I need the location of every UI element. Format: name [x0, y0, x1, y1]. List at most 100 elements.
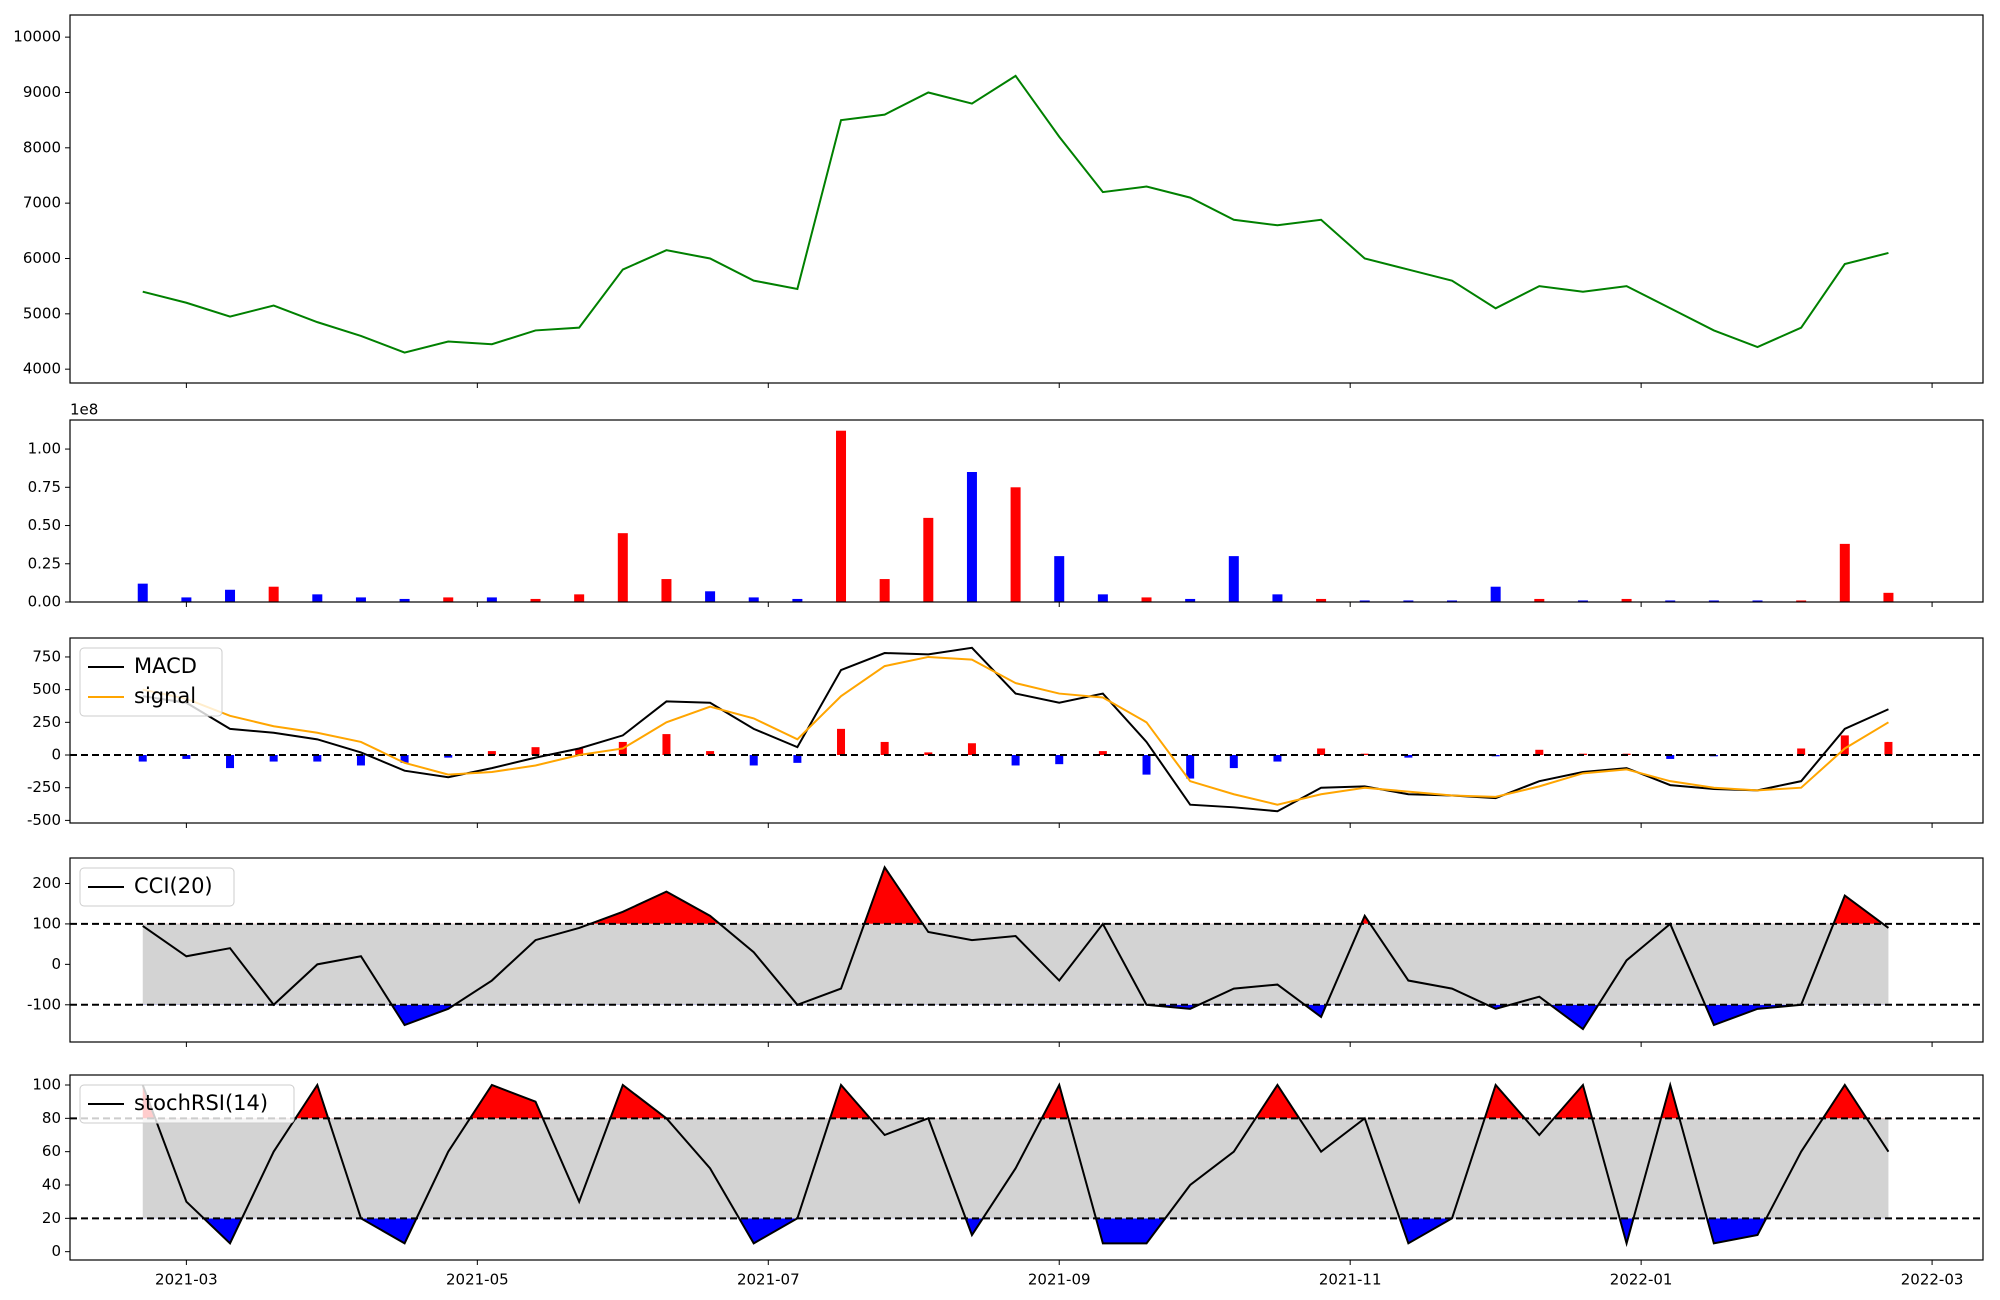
y-tick-label: 4000 — [23, 360, 61, 378]
histogram-bar — [1142, 755, 1151, 775]
x-tick-label: 2021-03 — [155, 1271, 218, 1289]
bar — [1534, 598, 1545, 602]
y-tick-label: 20 — [42, 1209, 61, 1227]
bar — [661, 579, 672, 602]
bar — [1316, 598, 1327, 602]
y-tick-label: 10000 — [13, 28, 61, 46]
y-tick-label: 80 — [42, 1109, 61, 1127]
bar — [1752, 600, 1763, 602]
histogram-bar — [1098, 751, 1107, 756]
line — [142, 655, 1889, 806]
y-tick-label: 0 — [51, 955, 61, 973]
plot-frame — [69, 14, 1984, 384]
bar — [443, 597, 454, 602]
histogram-bar — [356, 755, 365, 766]
histogram-bar — [1840, 735, 1849, 756]
x-tick-label: 2022-03 — [1901, 1271, 1964, 1289]
histogram-bar — [226, 755, 235, 769]
x-tick-label: 2021-05 — [446, 1271, 509, 1289]
bar — [836, 430, 847, 602]
bar — [181, 597, 192, 602]
y-tick-label: 7000 — [23, 194, 61, 212]
line — [142, 646, 1889, 813]
histogram-bar — [1273, 755, 1282, 762]
histogram-bar — [1360, 753, 1369, 756]
y-tick-label: 0 — [51, 746, 61, 764]
bar — [705, 591, 716, 602]
y-tick-label: 8000 — [23, 138, 61, 156]
bar — [1621, 598, 1632, 602]
bar — [1490, 586, 1501, 602]
bar — [748, 597, 759, 602]
bar — [1097, 594, 1108, 602]
bar — [617, 533, 628, 602]
bar — [1447, 600, 1458, 602]
y-tick-label: 5000 — [23, 304, 61, 322]
y-tick-label: 40 — [42, 1176, 61, 1194]
histogram-bar — [531, 747, 540, 756]
histogram-bar — [1011, 755, 1020, 766]
histogram-bar — [1666, 755, 1675, 759]
y-tick-label: 1.00 — [28, 440, 61, 458]
y-tick-label: 500 — [32, 680, 61, 698]
histogram-bar — [1884, 741, 1893, 756]
legend-label: signal — [134, 684, 196, 708]
bar — [1185, 598, 1196, 602]
bar — [574, 594, 585, 602]
y-tick-label: 0.25 — [28, 554, 61, 572]
histogram-bar — [749, 755, 758, 766]
legend-box — [79, 867, 235, 907]
bar — [792, 598, 803, 602]
y-tick-label: 0 — [51, 1242, 61, 1260]
histogram-bar — [1055, 755, 1064, 765]
plot-frame — [69, 1074, 1984, 1261]
y-tick-label: 0.75 — [28, 478, 61, 496]
bar — [1141, 597, 1152, 602]
bar — [879, 579, 890, 602]
bar — [399, 598, 410, 602]
legend-label: stochRSI(14) — [134, 1091, 268, 1115]
y-tick-label: 0.00 — [28, 593, 61, 611]
histogram-bar — [1317, 748, 1326, 756]
histogram-bar — [444, 755, 453, 758]
x-tick-label: 2022-01 — [1610, 1271, 1673, 1289]
bar — [137, 583, 148, 602]
bar — [1577, 600, 1588, 602]
bar — [530, 598, 541, 602]
histogram-bar — [706, 751, 715, 756]
offset-label: 1e8 — [70, 401, 98, 419]
bar — [923, 517, 934, 602]
histogram-bar — [662, 734, 671, 756]
histogram-bar — [1229, 755, 1238, 769]
y-tick-label: 250 — [32, 713, 61, 731]
y-tick-label: -500 — [27, 811, 61, 829]
bar — [1708, 600, 1719, 602]
plot-frame — [69, 637, 1984, 824]
y-tick-label: 100 — [32, 914, 61, 932]
histogram-bar — [182, 755, 191, 759]
legend-box — [79, 1084, 295, 1124]
histogram-bar — [967, 743, 976, 756]
histogram-bar — [400, 755, 409, 763]
line — [142, 74, 1889, 354]
histogram-bar — [1535, 749, 1544, 756]
histogram-bar — [793, 755, 802, 763]
line — [142, 865, 1890, 1031]
bar — [1839, 543, 1850, 602]
bar — [1359, 600, 1370, 602]
below-fill — [142, 1004, 1889, 1030]
y-tick-label: 6000 — [23, 249, 61, 267]
x-tick-label: 2021-11 — [1319, 1271, 1382, 1289]
bar — [1272, 594, 1283, 602]
bar — [966, 472, 977, 602]
y-tick-label: 750 — [32, 647, 61, 665]
bar — [1010, 487, 1021, 602]
histogram-bar — [1404, 755, 1413, 758]
bar — [1796, 600, 1807, 602]
bar — [1228, 556, 1239, 602]
y-tick-label: 60 — [42, 1142, 61, 1160]
y-tick-label: 0.50 — [28, 516, 61, 534]
bar — [1883, 592, 1894, 602]
bar — [1403, 600, 1414, 602]
